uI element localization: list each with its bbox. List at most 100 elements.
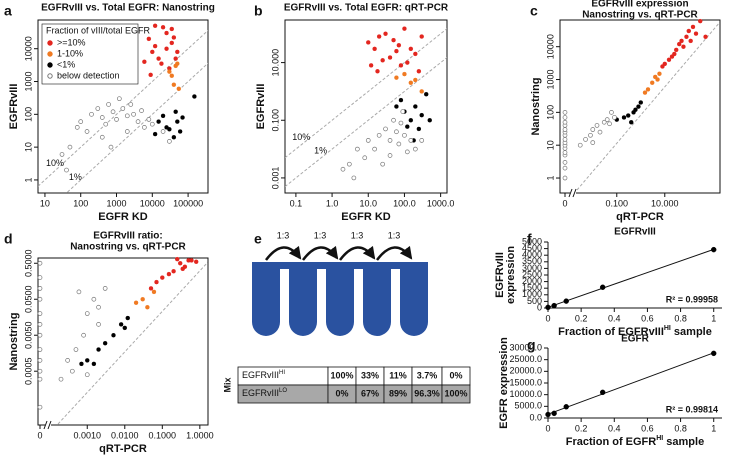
x-tick-label: 0.2 [575,423,588,433]
panel-letter: c [530,3,538,19]
data-point [37,260,43,266]
data-point [124,129,130,134]
y-tick-label: 10000 [545,34,555,59]
data-point [148,286,154,291]
data-point [405,124,410,129]
panel-letter: f [527,231,532,247]
plot-frame [559,19,721,194]
data-point [597,129,603,135]
data-point [424,92,429,97]
data-point [133,300,139,305]
data-point [545,304,551,311]
chart-title: EGFRvIII vs. Total EGFR: qRT-PCR [284,3,449,14]
axis-break [47,420,52,430]
data-point [703,34,708,40]
x-tick-label: 0.100 [606,198,629,208]
data-point [412,146,418,152]
text-part: EGFR KD [341,211,391,223]
x-tick-label: 0.2 [575,313,588,323]
data-point [402,26,407,31]
y-tick-label: 4000 [522,250,542,260]
data-point [177,129,183,134]
guide-line [57,261,209,425]
y-tick-label: 10.000 [270,49,280,77]
text-part: EGFR KD [98,211,148,223]
data-point [563,298,569,304]
y-tick-label: 4500 [522,243,542,253]
data-point [120,106,126,111]
x-axis-label: qRT-PCR [616,211,664,223]
x-tick-label: 1.0000 [186,430,214,440]
tubes [252,262,428,336]
cell-value: 100% [444,388,467,398]
x-tick-label: 10.000 [651,198,679,208]
data-point [111,333,116,338]
data-point [131,111,136,117]
data-point [368,63,374,68]
data-point [666,57,672,62]
data-point [37,404,43,410]
data-point [408,138,414,143]
reference-label: 1% [314,146,327,156]
legend-box [41,23,139,85]
plot-frame [37,257,209,426]
data-point [142,59,147,64]
y-tick-label: 0.001 [270,167,280,190]
x-tick-label: 1 [711,313,716,323]
data-point [106,102,111,107]
data-point [405,60,410,65]
data-point [396,141,402,147]
data-point [102,341,108,346]
data-point [601,119,607,125]
data-point [156,119,161,124]
text-part: Fraction of EGFRvIII [558,326,664,338]
data-point [660,64,665,69]
x-tick-label: 100 [73,198,88,208]
data-point [674,47,679,53]
data-point [387,55,393,60]
data-point [110,109,116,115]
data-point [173,109,178,114]
data-point [583,137,588,142]
chart-title: EGFRvIII [614,227,656,238]
data-point [376,34,382,39]
data-point [37,275,43,280]
data-point [73,347,79,352]
data-point [91,361,97,367]
text-part: sample [671,326,712,338]
data-point [139,108,144,113]
data-point [375,69,380,74]
superscript: HI [656,435,663,442]
data-point [37,347,43,352]
data-point [679,38,684,44]
x-tick-label: 1000.0 [427,198,455,208]
data-point [391,117,396,123]
data-point [122,325,127,331]
legend-swatch [47,62,53,68]
data-point [372,146,377,152]
data-point [175,49,180,55]
data-point [688,38,693,44]
legend-label: 1-10% [57,48,83,58]
data-point [96,347,101,352]
y-tick-label: 1 [23,177,33,182]
data-point [590,140,596,145]
y-tick-label: 0.0 [529,412,542,422]
x-tick-label: 0 [562,198,567,208]
fit-line [547,248,714,308]
row-label: EGFRvIIILO [242,388,287,399]
data-point [169,73,174,78]
row-label: EGFRvIIIHI [242,370,285,381]
x-tick-label: 0 [545,423,550,433]
data-point [355,146,360,152]
data-point [340,166,346,172]
data-point [160,113,166,119]
data-point [562,150,568,155]
chart-title: EGFRvIII ratio: [93,231,162,242]
data-point [391,37,396,43]
chart-title: EGFR [621,334,650,345]
data-point [164,30,169,36]
text-part: EGFRvIII [242,388,279,398]
data-point [37,332,43,338]
